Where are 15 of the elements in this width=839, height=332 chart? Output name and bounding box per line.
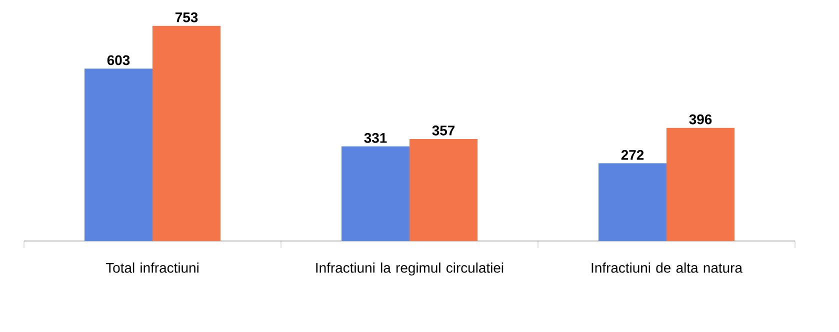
data-label: 603	[107, 55, 130, 66]
data-label: 357	[432, 126, 455, 136]
bar	[342, 146, 410, 241]
bar	[84, 68, 152, 241]
data-label: 331	[364, 132, 387, 143]
bar	[666, 128, 735, 241]
bar	[598, 163, 667, 241]
data-label: 753	[175, 12, 198, 22]
x-tick-label: Infractiuni la regimul circulatiei	[316, 262, 504, 276]
bar	[152, 26, 221, 241]
data-label: 272	[621, 150, 644, 160]
data-label: 396	[689, 114, 712, 124]
x-tick-label: Infractiuni de alta natura	[592, 262, 742, 273]
x-tick-label: Total infractiuni	[106, 262, 198, 273]
bar	[410, 138, 478, 241]
